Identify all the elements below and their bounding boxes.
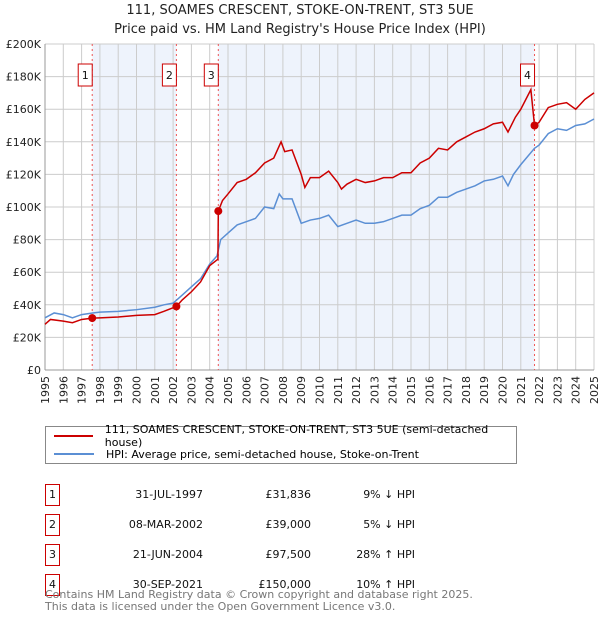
- x-tick-label: 2009: [295, 376, 308, 404]
- x-tick-label: 2013: [368, 376, 381, 404]
- x-tick-label: 2004: [204, 376, 217, 404]
- chart-title: 111, SOAMES CRESCENT, STOKE-ON-TRENT, ST…: [126, 3, 474, 18]
- x-tick-label: 2001: [149, 376, 162, 404]
- sale-badge-label: 1: [82, 69, 89, 82]
- x-tick-label: 2020: [497, 376, 510, 404]
- sale-row-badge: 1: [45, 484, 60, 506]
- y-tick-label: £60K: [13, 266, 42, 279]
- sale-point[interactable]: [172, 302, 181, 311]
- sale-date: 21-JUN-2004: [132, 548, 203, 561]
- sale-date: 31-JUL-1997: [135, 488, 203, 501]
- footer-licence: This data is licensed under the Open Gov…: [45, 600, 396, 613]
- x-tick-label: 1998: [94, 376, 107, 404]
- y-tick-label: £80K: [13, 234, 42, 247]
- x-tick-label: 2000: [131, 376, 144, 404]
- legend-label-property: 111, SOAMES CRESCENT, STOKE-ON-TRENT, ST…: [104, 423, 489, 449]
- x-tick-label: 2015: [405, 376, 418, 404]
- sale-date: 08-MAR-2002: [128, 518, 203, 531]
- x-tick-label: 2008: [277, 376, 290, 404]
- y-tick-label: £40K: [13, 299, 42, 312]
- hpi-line: [44, 118, 595, 319]
- y-tick-label: £100K: [6, 201, 42, 214]
- sale-hpi-diff: 10% ↑ HPI: [356, 578, 415, 591]
- sale-row-badge: 3: [45, 544, 60, 566]
- sale-badge-label: 2: [166, 69, 173, 82]
- x-tick-label: 2017: [442, 376, 455, 404]
- sale-date: 30-SEP-2021: [132, 578, 203, 591]
- y-tick-label: £160K: [6, 103, 42, 116]
- y-tick-label: £200K: [6, 38, 42, 51]
- x-tick-label: 2005: [222, 376, 235, 404]
- x-tick-label: 1999: [112, 376, 125, 404]
- x-tick-label: 2003: [185, 376, 198, 404]
- x-tick-label: 2025: [588, 376, 600, 404]
- y-tick-label: £140K: [6, 136, 42, 149]
- legend-item-property: 111, SOAMES CRESCENT, STOKE-ON-TRENT, ST…: [54, 423, 516, 449]
- legend: 111, SOAMES CRESCENT, STOKE-ON-TRENT, ST…: [45, 423, 517, 464]
- x-tick-label: 2021: [515, 376, 528, 404]
- x-tick-label: 1996: [57, 376, 70, 404]
- x-tick-label: 2023: [551, 376, 564, 404]
- sale-price: £31,836: [265, 488, 312, 501]
- sale-point[interactable]: [214, 207, 223, 216]
- legend-label-hpi: HPI: Average price, semi-detached house,…: [106, 447, 419, 461]
- sale-hpi-diff: 9% ↓ HPI: [363, 488, 415, 501]
- sale-price: £39,000: [265, 518, 312, 531]
- x-tick-label: 2016: [423, 376, 436, 404]
- x-tick-label: 2019: [478, 376, 491, 404]
- x-tick-label: 2024: [570, 376, 583, 404]
- sale-badge: [203, 63, 219, 87]
- sale-point[interactable]: [88, 314, 97, 323]
- y-tick-label: £0: [27, 364, 41, 377]
- property-price-line: [44, 87, 595, 325]
- chart-subtitle: Price paid vs. HM Land Registry's House …: [114, 22, 486, 37]
- x-tick-label: 2002: [167, 376, 180, 404]
- x-tick-label: 2012: [350, 376, 363, 404]
- x-tick-label: 2006: [240, 376, 253, 404]
- x-tick-label: 2011: [332, 376, 345, 404]
- y-tick-label: £120K: [6, 168, 42, 181]
- x-tick-label: 2010: [314, 376, 327, 404]
- sale-hpi-diff: 28% ↑ HPI: [356, 548, 415, 561]
- x-tick-label: 2018: [460, 376, 473, 404]
- y-tick-label: £20K: [13, 331, 42, 344]
- sale-price: £150,000: [258, 578, 312, 591]
- sale-badge-label: 3: [208, 69, 215, 82]
- x-tick-label: 1997: [76, 376, 89, 404]
- sale-row-badge: 4: [45, 574, 60, 596]
- x-tick-label: 2014: [387, 376, 400, 404]
- sale-point[interactable]: [530, 121, 539, 130]
- sale-hpi-diff: 5% ↓ HPI: [363, 518, 415, 531]
- legend-item-hpi: HPI: Average price, semi-detached house,…: [54, 446, 419, 462]
- sale-badge: [77, 63, 93, 87]
- x-tick-label: 1995: [39, 376, 52, 404]
- x-tick-label: 2007: [259, 376, 272, 404]
- sale-price: £97,500: [265, 548, 312, 561]
- price-chart: 1995 1996 1997 1998 1999 2000 2001 2002 2003 2004…: [6, 38, 600, 404]
- sale-badge-label: 4: [524, 69, 531, 82]
- x-tick-label: 2022: [533, 376, 546, 404]
- footer-copyright: Contains HM Land Registry data © Crown c…: [45, 588, 473, 601]
- sale-badge: [520, 63, 536, 87]
- sale-badge: [161, 63, 177, 87]
- y-tick-label: £180K: [6, 71, 42, 84]
- sale-row-badge: 2: [45, 514, 60, 536]
